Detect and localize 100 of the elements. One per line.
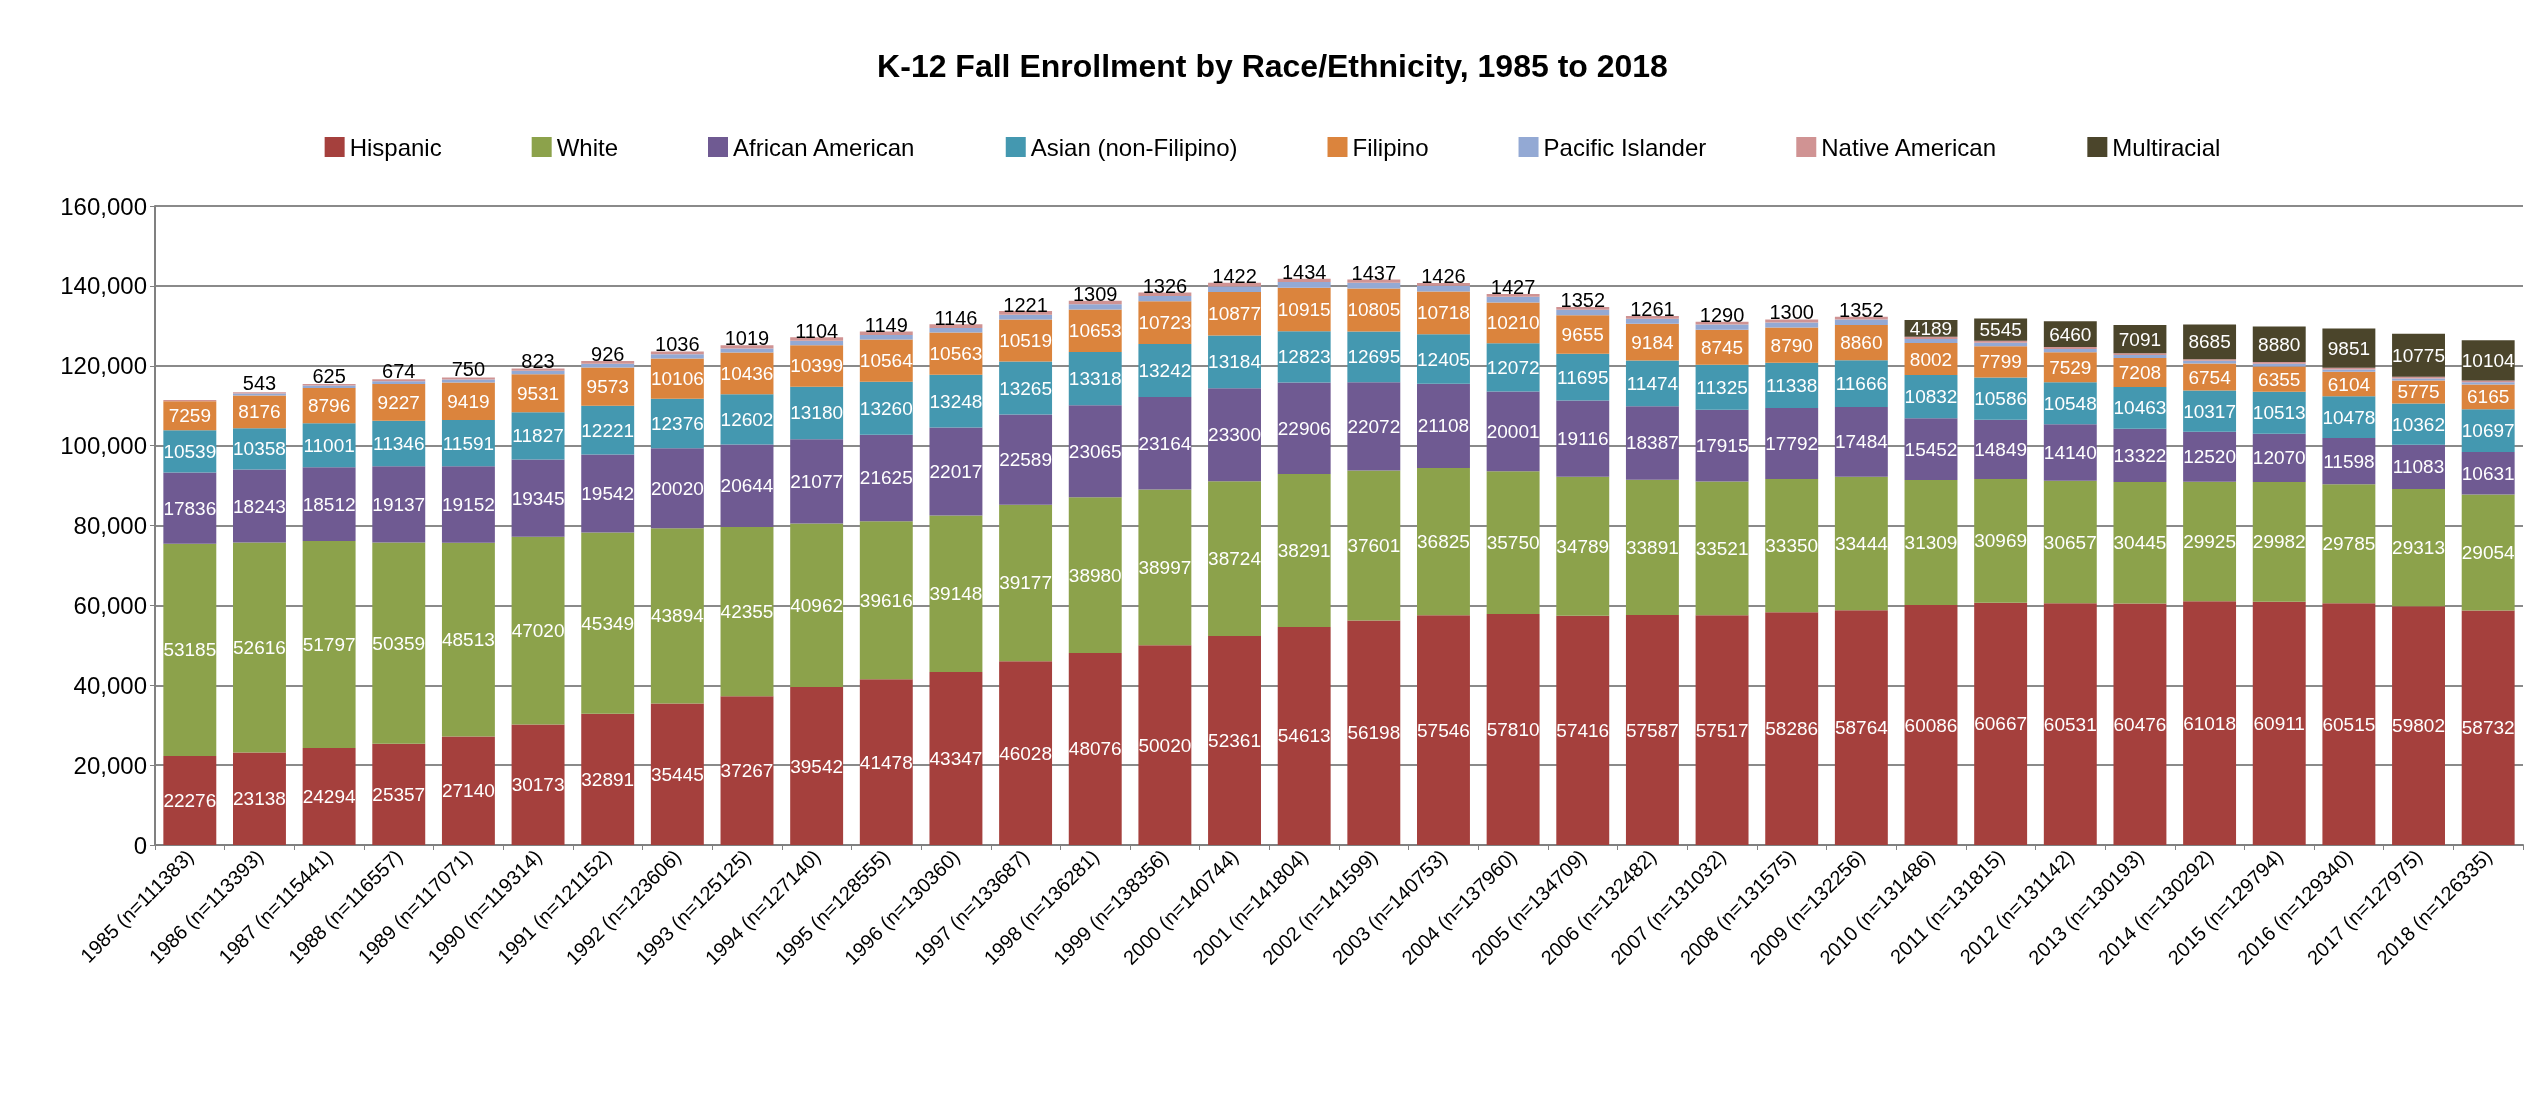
bar: [1556, 306, 1610, 310]
data-label: 22276: [163, 790, 217, 812]
bar: [999, 414, 1053, 505]
bar: [1068, 653, 1122, 845]
y-tick-label: 140,000: [60, 272, 147, 300]
data-label: 35750: [1486, 532, 1540, 554]
data-label: 12221: [581, 419, 635, 441]
bar: [1974, 340, 2028, 343]
bar: [1625, 318, 1679, 324]
data-label: 54613: [1277, 725, 1331, 747]
data-label: 12695: [1347, 346, 1401, 368]
data-label: 12070: [2252, 447, 2306, 469]
data-label: 19116: [1557, 428, 1609, 450]
data-label: 13242: [1138, 360, 1192, 382]
data-label: 52361: [1208, 729, 1261, 751]
bar: [163, 756, 217, 845]
data-label: 9851: [2327, 337, 2371, 359]
data-label: 5545: [1979, 319, 2022, 341]
legend-label: Pacific Islander: [1543, 133, 1707, 161]
bar: [1974, 479, 2028, 603]
data-label: 60086: [1904, 714, 1958, 736]
bar: [1556, 309, 1610, 316]
data-label: 10653: [1068, 320, 1122, 342]
data-label: 1352: [1839, 298, 1884, 321]
data-label: 36825: [1417, 531, 1470, 553]
bar: [720, 527, 774, 697]
bar: [1834, 610, 1888, 845]
data-label: 19152: [441, 494, 495, 516]
bar: [1486, 471, 1540, 615]
data-label: 6355: [2258, 368, 2301, 390]
data-label: 29925: [2183, 531, 2237, 553]
legend-label: Multiracial: [2112, 133, 2221, 161]
data-label: 8685: [2188, 331, 2231, 353]
bar: [1277, 382, 1331, 474]
data-label: 24294: [302, 785, 356, 807]
legend-label: African American: [733, 133, 915, 161]
data-label: 19137: [372, 493, 426, 515]
data-label: 13318: [1068, 368, 1122, 390]
data-label: 21625: [859, 467, 913, 489]
data-label: 34789: [1556, 535, 1610, 557]
chart-title: K-12 Fall Enrollment by Race/Ethnicity, 1985 to 2018: [877, 48, 1668, 84]
data-label: 10519: [999, 330, 1053, 352]
bar: [581, 532, 635, 714]
data-label: 22589: [999, 449, 1053, 471]
bar: [999, 314, 1053, 320]
bar: [1068, 405, 1122, 498]
bar: [859, 679, 913, 845]
data-label: 33521: [1695, 537, 1749, 559]
data-label: 11001: [303, 434, 355, 456]
data-label: 1326: [1142, 274, 1188, 297]
data-label: 10513: [2252, 402, 2306, 424]
data-label: 4189: [1909, 317, 1953, 339]
bar: [1765, 407, 1819, 480]
data-label: 48513: [441, 629, 495, 651]
data-label: 31309: [1904, 532, 1958, 554]
data-label: 19542: [581, 483, 635, 505]
data-label: 17915: [1695, 435, 1749, 457]
data-label: 1352: [1560, 288, 1606, 311]
data-label: 1427: [1490, 275, 1536, 298]
data-label: 18243: [233, 495, 286, 517]
bar: [790, 687, 844, 845]
data-label: 1104: [795, 319, 839, 342]
data-label: 40962: [790, 594, 844, 616]
bar: [1765, 322, 1819, 328]
data-label: 38291: [1277, 539, 1331, 561]
data-label: 8796: [307, 395, 351, 417]
data-label: 9531: [516, 382, 560, 404]
data-label: 1149: [864, 314, 908, 337]
bar: [511, 368, 565, 371]
bar: [1138, 292, 1192, 296]
data-label: 1146: [934, 306, 978, 329]
bar: [650, 703, 704, 845]
data-label: 43894: [650, 605, 705, 627]
bar: [2043, 346, 2097, 349]
data-label: 11827: [512, 425, 564, 447]
data-label: 13248: [929, 390, 983, 412]
data-label: 10210: [1486, 312, 1540, 334]
data-label: 23065: [1068, 440, 1122, 462]
data-label: 60667: [1974, 713, 2028, 735]
data-label: 30657: [2043, 531, 2097, 553]
bar: [1417, 468, 1470, 616]
data-label: 60476: [2113, 713, 2167, 735]
bar: [720, 348, 774, 353]
bar: [1834, 319, 1888, 325]
bar: [929, 671, 983, 845]
bar: [2322, 484, 2376, 604]
data-label: 21077: [790, 470, 844, 492]
data-label: 11666: [1835, 373, 1888, 395]
bar: [581, 713, 635, 845]
data-label: 17836: [163, 497, 217, 519]
bar: [1695, 324, 1749, 330]
data-label: 6165: [2467, 386, 2510, 408]
data-label: 10563: [929, 343, 983, 365]
bar: [1695, 481, 1749, 616]
data-label: 10106: [650, 368, 704, 390]
data-label: 50359: [372, 632, 426, 654]
data-label: 1036: [655, 333, 700, 356]
data-label: 21108: [1417, 415, 1470, 437]
bar: [790, 337, 844, 341]
data-label: 11591: [442, 432, 495, 454]
